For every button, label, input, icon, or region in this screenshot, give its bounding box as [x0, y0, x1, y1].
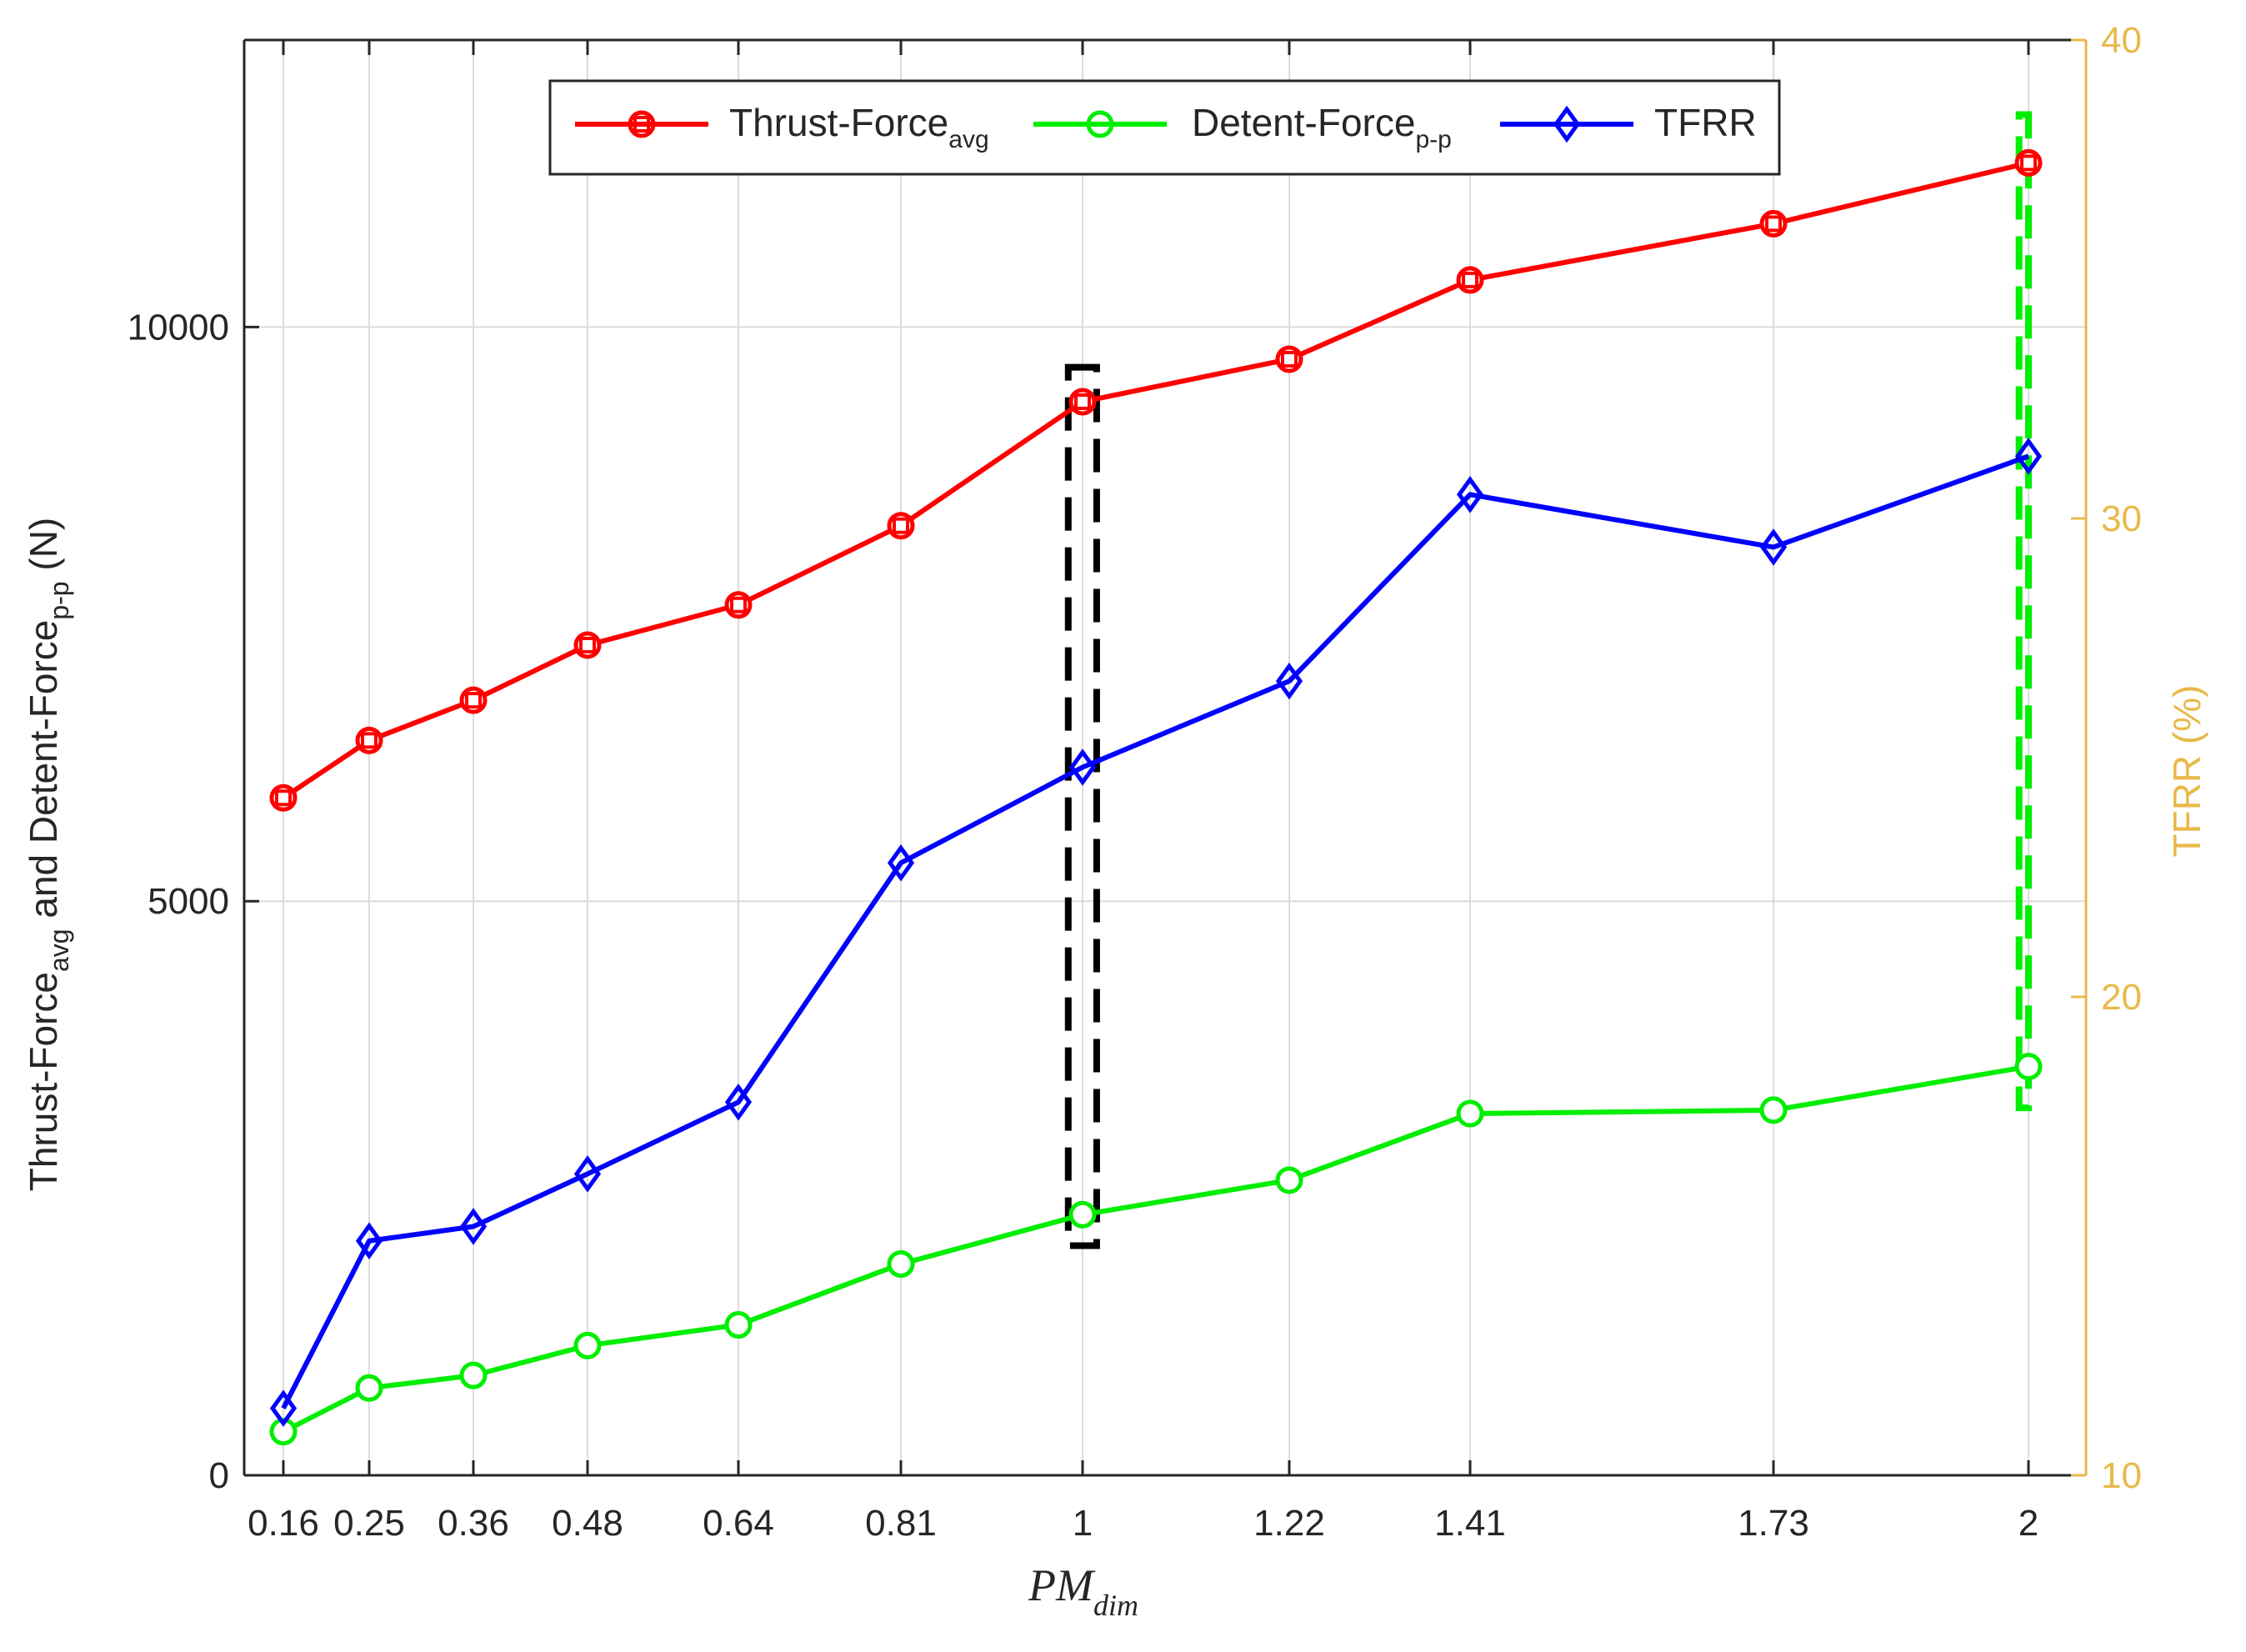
data-point-detent-force-1.73	[1759, 1096, 1788, 1124]
x-tick-label-2: 2	[2018, 1503, 2038, 1544]
x-tick-label-0.16: 0.16	[248, 1503, 319, 1544]
y-tick-label-right-10: 10	[2101, 1455, 2142, 1496]
data-point-detent-force-1.22	[1275, 1166, 1303, 1194]
x-axis-label: PMdim	[1028, 1560, 1138, 1622]
x-tick-label-1.41: 1.41	[1434, 1503, 1506, 1544]
data-point-thrust-force-0.36-square	[465, 692, 482, 709]
legend-marker-thrust-force-square	[633, 116, 650, 133]
data-point-thrust-force-1-square	[1074, 393, 1091, 410]
data-point-thrust-force-0.81-square	[893, 517, 909, 534]
legend-label-tfrr: TFRR	[1654, 101, 1757, 144]
data-point-detent-force-0.36	[459, 1361, 488, 1389]
grid	[244, 40, 2086, 1476]
annotation-box-2	[2015, 111, 2033, 1112]
data-point-thrust-force-2-square	[2020, 154, 2037, 172]
data-point-tfrr-0.25	[355, 1222, 383, 1260]
data-point-tfrr-0.64	[724, 1084, 753, 1121]
y-tick-label-left-0: 0	[209, 1455, 229, 1496]
data-point-thrust-force-1.41-square	[1462, 271, 1478, 288]
data-point-tfrr-2	[2014, 438, 2043, 475]
legend-item-tfrr: TFRR	[1500, 101, 1757, 144]
legend: Thrust-Forceavg Detent-Forcep-p TFRR	[548, 79, 1781, 176]
plot-area	[244, 40, 2086, 1475]
legend-item-detent-force: Detent-Forcep-p	[1033, 101, 1452, 153]
x-tick-label-0.25: 0.25	[333, 1503, 405, 1544]
y-tick-label-right-40: 40	[2101, 20, 2142, 61]
data-point-detent-force-1	[1068, 1200, 1097, 1229]
y-axis-label-left: Thrust-Forceavg and Detent-Forcep-p (N)	[22, 518, 74, 1192]
data-point-tfrr-1.22	[1275, 662, 1303, 700]
data-point-thrust-force-0.16-square	[275, 789, 292, 807]
legend-marker-detent-force	[1086, 110, 1114, 138]
series-layer	[269, 148, 2043, 1446]
data-point-thrust-force-1.22-square	[1281, 350, 1298, 368]
data-point-detent-force-0.48	[573, 1331, 602, 1359]
x-tick-label-0.64: 0.64	[703, 1503, 774, 1544]
legend-item-thrust-force: Thrust-Forceavg	[575, 101, 989, 153]
data-point-thrust-force-0.64-square	[730, 596, 747, 613]
x-tick-label-0.48: 0.48	[552, 1503, 623, 1544]
x-tick-label-1.73: 1.73	[1738, 1503, 1809, 1544]
data-point-tfrr-1.73	[1759, 528, 1788, 566]
data-point-detent-force-0.81	[887, 1250, 915, 1279]
y-tick-label-right-20: 20	[2101, 977, 2142, 1018]
y-tick-label-left-10000: 10000	[128, 307, 229, 348]
data-point-tfrr-0.36	[459, 1208, 488, 1245]
data-point-tfrr-0.81	[887, 844, 915, 882]
data-point-detent-force-0.25	[355, 1374, 383, 1402]
series-line-tfrr	[281, 453, 2030, 1410]
data-point-detent-force-2	[2014, 1053, 2043, 1081]
data-point-tfrr-0.16	[269, 1389, 298, 1427]
y-tick-label-left-5000: 5000	[148, 881, 229, 922]
x-tick-label-1.22: 1.22	[1253, 1503, 1325, 1544]
y-tick-label-right-30: 30	[2101, 498, 2142, 539]
data-point-thrust-force-1.73-square	[1765, 215, 1782, 233]
legend-label-detent-force: Detent-Forcep-p	[1192, 101, 1452, 153]
data-point-tfrr-0.48	[573, 1155, 602, 1193]
data-point-tfrr-1.41	[1456, 476, 1484, 513]
legend-marker-tfrr	[1553, 105, 1581, 143]
data-point-thrust-force-0.48-square	[579, 636, 596, 653]
legend-label-thrust-force: Thrust-Forceavg	[729, 101, 989, 153]
x-tick-label-1: 1	[1073, 1503, 1093, 1544]
axes: 0.16 0.25 0.36 0.48 0.64 0.81 1 1.22 1.41 1.73 205…	[128, 20, 2142, 1544]
x-tick-label-0.81: 0.81	[865, 1503, 937, 1544]
annotations	[1064, 111, 2033, 1249]
y-axis-label-right: TFRR (%)	[2165, 685, 2208, 858]
data-point-detent-force-0.64	[724, 1311, 753, 1339]
legend-marker-thrust-force	[628, 110, 656, 138]
data-point-detent-force-1.41	[1456, 1099, 1484, 1128]
data-point-tfrr-1	[1068, 748, 1097, 786]
data-point-thrust-force-0.25-square	[361, 732, 378, 749]
x-tick-label-0.36: 0.36	[438, 1503, 509, 1544]
annotation-box-1	[1064, 363, 1100, 1249]
